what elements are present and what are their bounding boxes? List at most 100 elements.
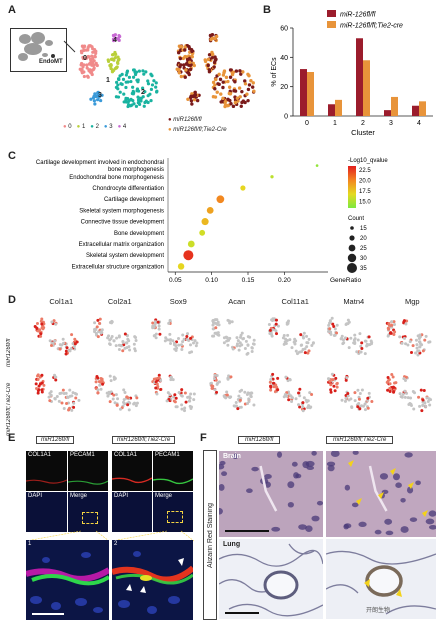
feature-cell — [418, 345, 422, 349]
feature-cell — [128, 348, 132, 352]
feature-cell — [390, 320, 394, 324]
size-legend-label: 25 — [360, 246, 367, 252]
feature-cell — [112, 393, 116, 397]
feature-cell — [113, 376, 117, 380]
feature-cell — [239, 405, 243, 409]
x-tick-label: 0.15 — [242, 277, 255, 284]
feature-cell — [66, 395, 70, 399]
umap-cell — [215, 90, 219, 94]
feature-cell — [110, 321, 114, 325]
feature-cell — [269, 385, 273, 389]
umap-cell — [113, 56, 118, 60]
go-dot — [206, 207, 214, 214]
feature-cell — [127, 345, 131, 349]
umap-cell — [177, 68, 181, 72]
umap-cell — [221, 80, 225, 84]
genotype-legend-item: ● miR126fl/fl;Tie2-Cre — [168, 127, 227, 133]
umap-cell — [82, 63, 86, 67]
feature-cell — [286, 333, 290, 337]
umap-cell — [183, 75, 187, 79]
feature-cell — [107, 334, 111, 338]
umap-cell — [237, 86, 242, 90]
feature-cell — [404, 322, 408, 326]
feature-cell — [183, 391, 187, 395]
x-tick-label: 0.05 — [169, 277, 182, 284]
feature-cell — [227, 374, 231, 378]
feature-cell — [367, 391, 371, 395]
umap-cell — [182, 63, 186, 67]
umap-cell — [218, 77, 223, 82]
feature-cell — [226, 338, 230, 342]
feature-cell — [214, 321, 218, 325]
feature-cell — [189, 343, 193, 347]
feature-cell — [401, 392, 405, 396]
umap-cell — [240, 89, 244, 94]
feature-cell — [288, 338, 292, 342]
umap-cell — [115, 65, 119, 69]
feature-cell — [346, 392, 350, 396]
feature-cell — [301, 409, 305, 413]
bar — [363, 60, 370, 116]
umap-cell — [214, 77, 218, 82]
feature-cell — [388, 389, 392, 393]
feature-cell — [188, 404, 192, 408]
umap-cell — [149, 87, 154, 91]
umap-cell — [228, 98, 232, 103]
y-tick-label: 40 — [280, 55, 288, 62]
feature-cell — [167, 321, 171, 325]
bar — [412, 105, 419, 116]
go-dot — [177, 263, 185, 270]
feature-cell — [69, 347, 73, 351]
endomt-label: EndoMT — [39, 59, 63, 65]
bar — [356, 38, 363, 117]
feature-cell — [35, 321, 39, 325]
feature-cell — [367, 335, 371, 339]
umap-cell — [96, 90, 100, 94]
feature-cell — [284, 375, 288, 379]
feature-cell — [65, 346, 69, 350]
feature-cell — [333, 327, 337, 331]
arrowhead — [408, 482, 414, 489]
umap-cell — [138, 96, 142, 100]
umap-cell — [229, 102, 233, 106]
feature-cell — [385, 380, 389, 384]
feature-cell — [214, 326, 218, 330]
feature-cell — [180, 388, 184, 392]
feature-cell — [100, 379, 104, 383]
umap-cell — [86, 45, 90, 50]
feature-cell — [282, 333, 286, 337]
feature-cell — [342, 341, 346, 345]
umap-cell — [88, 61, 92, 65]
feature-cell — [394, 381, 398, 385]
feature-cell — [49, 393, 53, 397]
feature-cell — [251, 342, 255, 346]
feature-cell — [236, 339, 240, 343]
go-term-label: Skeletal system development — [86, 253, 164, 259]
feature-cell — [186, 332, 190, 336]
feature-cell — [283, 340, 287, 344]
umap-cell — [190, 55, 194, 59]
feature-cell — [174, 396, 178, 400]
feature-cell — [403, 395, 407, 399]
umap-cell — [126, 103, 131, 107]
feature-cell — [388, 382, 392, 386]
feature-cell — [358, 332, 362, 336]
umap-cell — [135, 89, 139, 93]
umap-cell — [110, 70, 115, 74]
bar — [328, 104, 335, 116]
y-axis-label: % of ECs — [271, 57, 278, 87]
umap-cell — [228, 68, 233, 72]
feature-cell — [269, 377, 273, 381]
bar — [307, 72, 314, 116]
umap-cell — [117, 77, 121, 81]
feature-cell — [53, 397, 57, 401]
umap-cell — [212, 60, 217, 65]
feature-cell — [62, 407, 66, 411]
feature-cell — [330, 372, 334, 376]
go-dot — [187, 240, 195, 248]
umap-cell — [130, 91, 134, 96]
umap-cell — [192, 97, 197, 102]
feature-cell — [154, 332, 158, 336]
feature-cell — [151, 321, 155, 325]
feature-cell — [117, 334, 121, 338]
